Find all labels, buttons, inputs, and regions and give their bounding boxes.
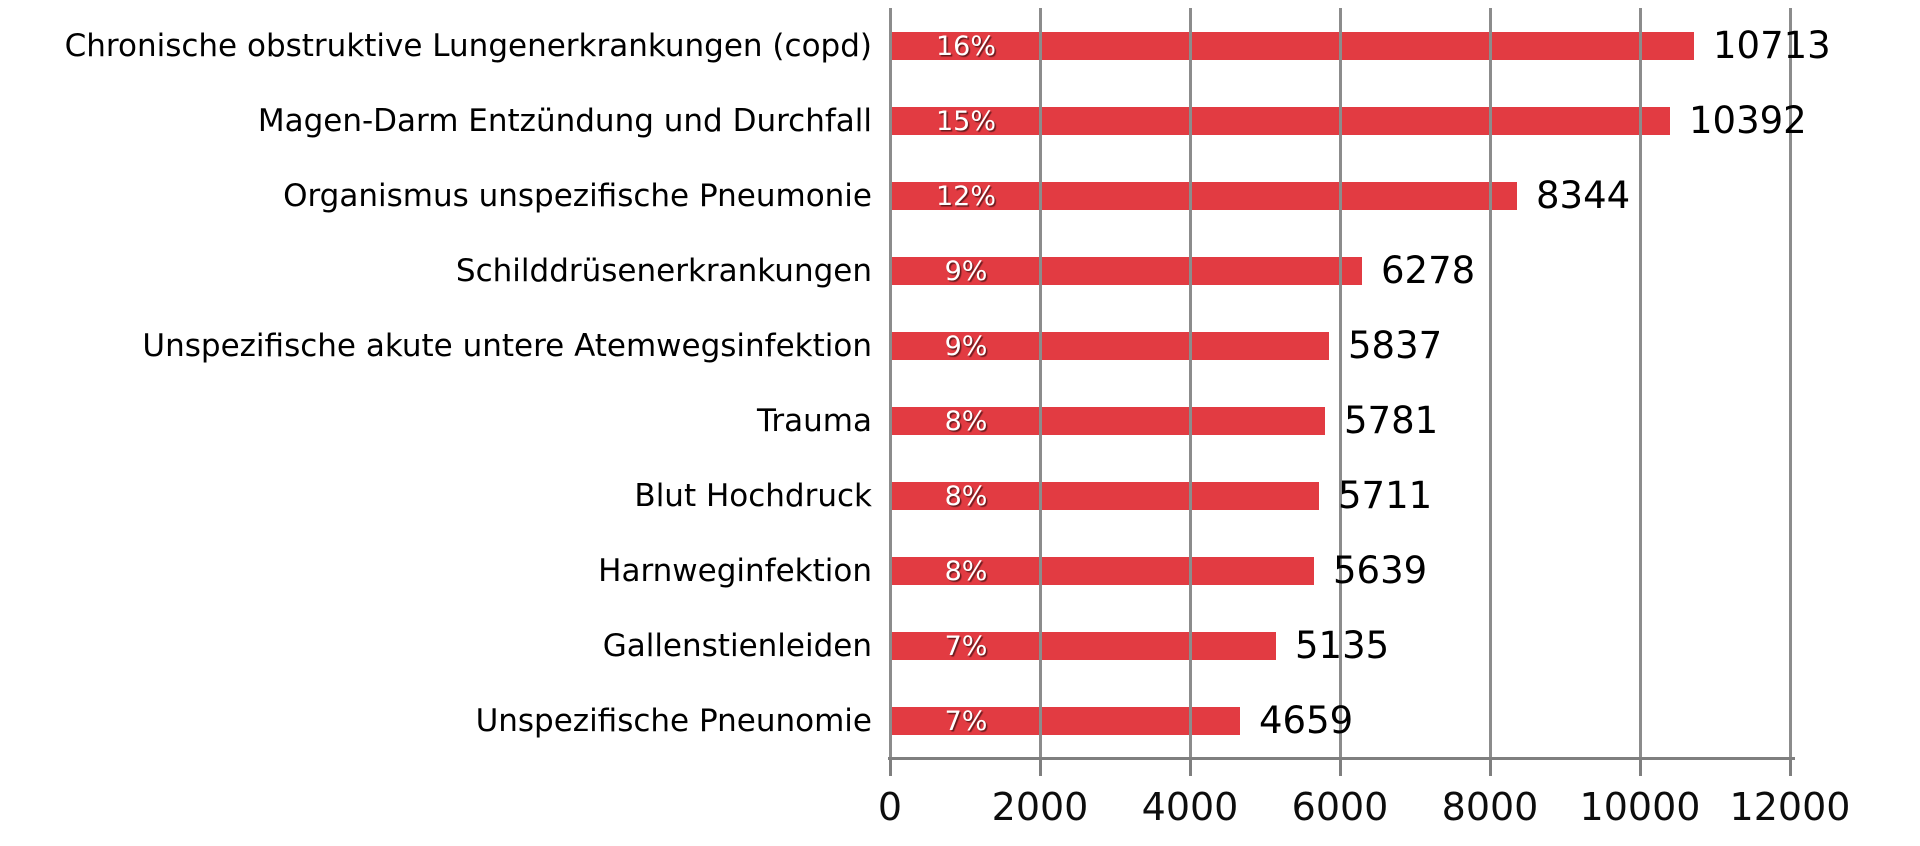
gridline-12000 xyxy=(1789,8,1792,758)
gridline-6000 xyxy=(1339,8,1342,758)
category-label: Harnweginfektion xyxy=(598,553,872,589)
x-axis-tick-0 xyxy=(889,760,892,776)
category-label: Trauma xyxy=(757,403,872,439)
bar-percent-label: 8% xyxy=(944,556,988,587)
gridline-2000 xyxy=(1039,8,1042,758)
x-axis-tick-2000 xyxy=(1039,760,1042,776)
category-label: Blut Hochdruck xyxy=(634,478,872,514)
x-axis-tick-10000 xyxy=(1639,760,1642,776)
bar-5: 9% xyxy=(891,331,1329,362)
category-label: Unspezifische Pneunomie xyxy=(475,703,872,739)
x-axis-tick-8000 xyxy=(1489,760,1492,776)
bar-8: 8% xyxy=(891,556,1314,587)
bar-4: 9% xyxy=(891,256,1362,287)
bar-value-label: 6278 xyxy=(1381,249,1476,292)
x-axis-tick-6000 xyxy=(1339,760,1342,776)
category-label: Gallenstienleiden xyxy=(602,628,872,664)
gridline-4000 xyxy=(1189,8,1192,758)
x-axis-tick-label: 12000 xyxy=(1729,785,1851,829)
bar-value-label: 5135 xyxy=(1295,624,1390,667)
category-label: Organismus unspezifische Pneumonie xyxy=(283,178,872,214)
x-axis-tick-12000 xyxy=(1789,760,1792,776)
bar-2: 15% xyxy=(891,106,1670,137)
bar-7: 8% xyxy=(891,481,1319,512)
bar-percent-label: 16% xyxy=(935,31,996,62)
x-axis-tick-label: 0 xyxy=(877,785,903,829)
gridline-0 xyxy=(889,8,892,758)
bar-6: 8% xyxy=(891,406,1325,437)
bar-10: 7% xyxy=(891,706,1240,737)
x-axis-tick-label: 4000 xyxy=(1141,785,1239,829)
x-axis-line xyxy=(888,757,1795,760)
bar-value-label: 5639 xyxy=(1333,549,1428,592)
bar-value-label: 4659 xyxy=(1259,699,1354,742)
bar-percent-label: 7% xyxy=(944,706,988,737)
bar-percent-label: 15% xyxy=(935,106,996,137)
bar-percent-label: 7% xyxy=(944,631,988,662)
bar-value-label: 5837 xyxy=(1348,324,1443,367)
bar-percent-label: 9% xyxy=(944,331,988,362)
category-label: Magen-Darm Entzündung und Durchfall xyxy=(257,103,872,139)
bar-value-label: 10713 xyxy=(1713,24,1831,67)
category-label: Chronische obstruktive Lungenerkrankunge… xyxy=(64,28,872,64)
bar-3: 12% xyxy=(891,181,1517,212)
category-label: Unspezifische akute untere Atemwegsinfek… xyxy=(142,328,872,364)
bar-1: 16% xyxy=(891,31,1694,62)
bar-percent-label: 8% xyxy=(944,406,988,437)
x-axis-tick-label: 6000 xyxy=(1291,785,1389,829)
bar-value-label: 5711 xyxy=(1338,474,1433,517)
x-axis-tick-label: 2000 xyxy=(991,785,1089,829)
category-label: Schilddrüsenerkrankungen xyxy=(455,253,872,289)
x-axis-tick-label: 10000 xyxy=(1579,785,1701,829)
x-axis-tick-4000 xyxy=(1189,760,1192,776)
bar-percent-label: 9% xyxy=(944,256,988,287)
bar-value-label: 8344 xyxy=(1536,174,1631,217)
bar-value-label: 5781 xyxy=(1344,399,1439,442)
x-axis-tick-label: 8000 xyxy=(1441,785,1539,829)
bar-percent-label: 12% xyxy=(935,181,996,212)
gridline-10000 xyxy=(1639,8,1642,758)
gridline-8000 xyxy=(1489,8,1492,758)
bar-9: 7% xyxy=(891,631,1276,662)
bar-value-label: 10392 xyxy=(1689,99,1807,142)
bar-percent-label: 8% xyxy=(944,481,988,512)
